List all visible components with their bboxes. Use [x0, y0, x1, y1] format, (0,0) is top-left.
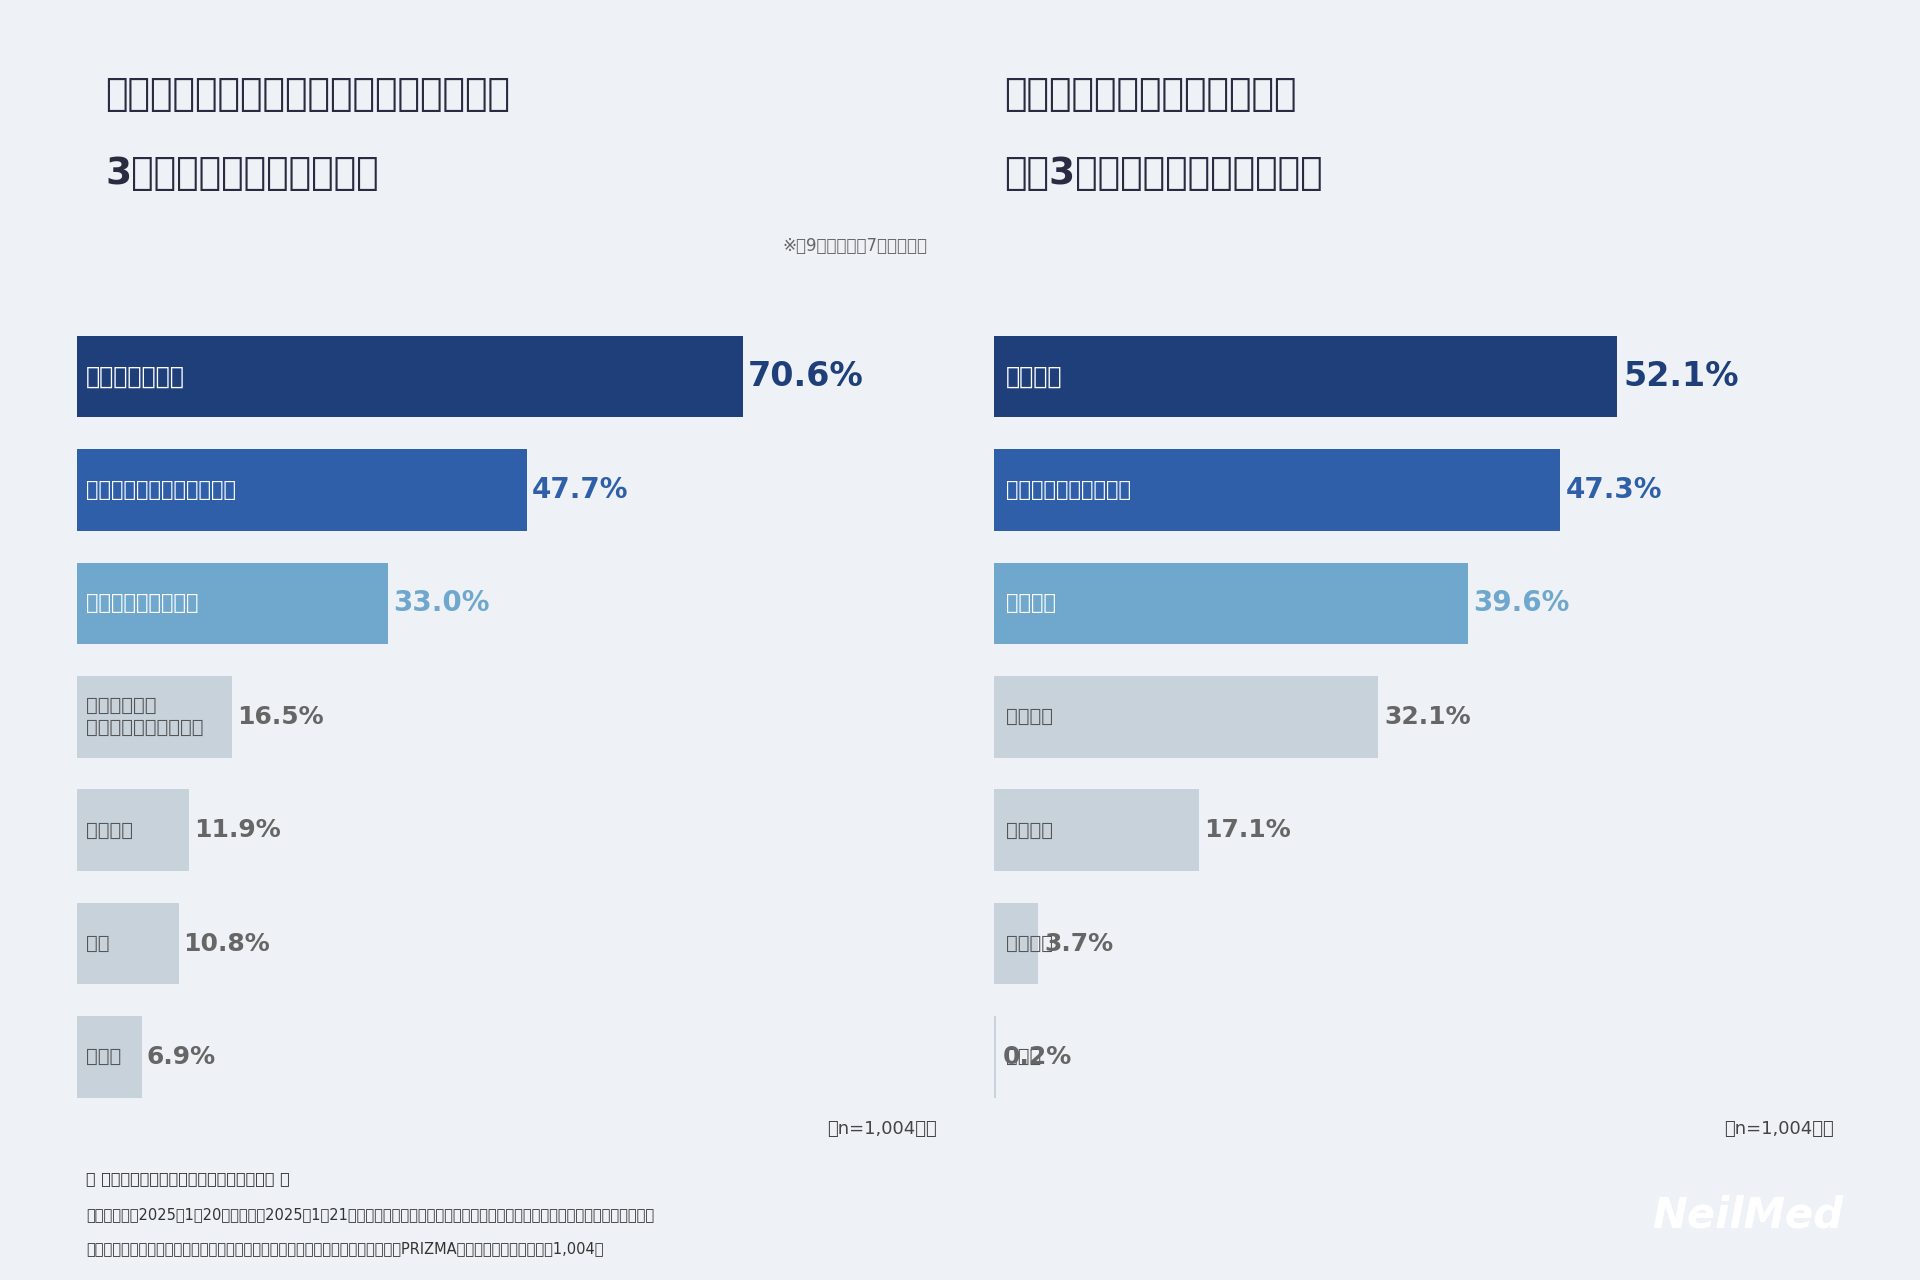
Text: 上位3つまで選択してください: 上位3つまで選択してください — [1004, 156, 1323, 192]
Text: ・調査期間：2025年1月20日（月）～2025年1月21日（火）　・調査方法：インターネット調査　・調査元：ニールメド株式会社: ・調査期間：2025年1月20日（月）～2025年1月21日（火） ・調査方法：… — [86, 1207, 655, 1222]
Bar — [77, 1016, 142, 1098]
Text: 47.7%: 47.7% — [532, 476, 628, 504]
Text: 11.9%: 11.9% — [194, 818, 280, 842]
Text: 3つまで選択してください: 3つまで選択してください — [106, 156, 380, 192]
Text: 3.7%: 3.7% — [1044, 932, 1114, 956]
Bar — [995, 1016, 996, 1098]
Text: 風邪: 風邪 — [86, 934, 109, 954]
Text: 接触感染: 接触感染 — [1006, 594, 1056, 613]
Text: 経口感染: 経口感染 — [1006, 934, 1052, 954]
Text: 70.6%: 70.6% — [747, 360, 864, 393]
Text: 空気感染: 空気感染 — [1006, 820, 1052, 840]
Text: 0.2%: 0.2% — [1002, 1044, 1071, 1069]
Text: 52.1%: 52.1% — [1622, 360, 1740, 393]
Text: 39.6%: 39.6% — [1475, 589, 1571, 617]
Text: （n=1,004人）: （n=1,004人） — [828, 1120, 937, 1138]
Text: （n=1,004人）: （n=1,004人） — [1724, 1120, 1834, 1138]
Text: 免疫力低下による感染: 免疫力低下による感染 — [1006, 480, 1131, 500]
Text: ※全9項目中上位7項目を抜粋: ※全9項目中上位7項目を抜粋 — [781, 237, 927, 255]
Text: インフルエンザ: インフルエンザ — [86, 365, 184, 389]
Text: 10.8%: 10.8% — [184, 932, 271, 956]
Text: その他: その他 — [1006, 1047, 1041, 1066]
Text: 32.1%: 32.1% — [1384, 705, 1471, 728]
Bar — [995, 902, 1039, 984]
Bar — [77, 563, 388, 644]
Text: 6.9%: 6.9% — [146, 1044, 215, 1069]
Text: NeilMed: NeilMed — [1651, 1194, 1843, 1236]
Text: 今冬の来院された患者に最も多いものを: 今冬の来院された患者に最も多いものを — [106, 77, 511, 113]
Bar — [77, 449, 526, 531]
Bar — [77, 335, 743, 417]
Bar — [995, 676, 1379, 758]
Bar — [77, 902, 179, 984]
Bar — [995, 335, 1617, 417]
Text: ・調査対象：調査回答時に内科医と回答したモニター　　　・モニター提供元：PRIZMAリサーチ　・調査人数：1,004人: ・調査対象：調査回答時に内科医と回答したモニター ・モニター提供元：PRIZMA… — [86, 1242, 605, 1257]
Bar — [995, 563, 1467, 644]
Bar — [995, 449, 1559, 531]
Text: 飛沫感染: 飛沫感染 — [1006, 365, 1062, 389]
Text: 咽頭炎: 咽頭炎 — [86, 1047, 121, 1066]
Bar — [77, 676, 232, 758]
Text: 新型コロナウイルス感染症: 新型コロナウイルス感染症 — [86, 480, 236, 500]
Text: 16.5%: 16.5% — [238, 705, 324, 728]
Text: 33.0%: 33.0% — [394, 589, 490, 617]
Text: マイコプラズマ肺炎: マイコプラズマ肺炎 — [86, 594, 200, 613]
Bar — [995, 790, 1198, 870]
Text: 感染症胃腸炎
（ノロウイルスなど）: 感染症胃腸炎 （ノロウイルスなど） — [86, 696, 204, 737]
Text: 47.3%: 47.3% — [1565, 476, 1663, 504]
Text: 《 調査概要：「感染症予防」に関する調査 》: 《 調査概要：「感染症予防」に関する調査 》 — [86, 1171, 290, 1187]
Text: 気管支炎: 気管支炎 — [86, 820, 132, 840]
Text: 集団感染: 集団感染 — [1006, 708, 1052, 726]
Text: 17.1%: 17.1% — [1204, 818, 1292, 842]
Text: 感染の経路として多いものを: 感染の経路として多いものを — [1004, 77, 1296, 113]
Bar — [77, 790, 188, 870]
